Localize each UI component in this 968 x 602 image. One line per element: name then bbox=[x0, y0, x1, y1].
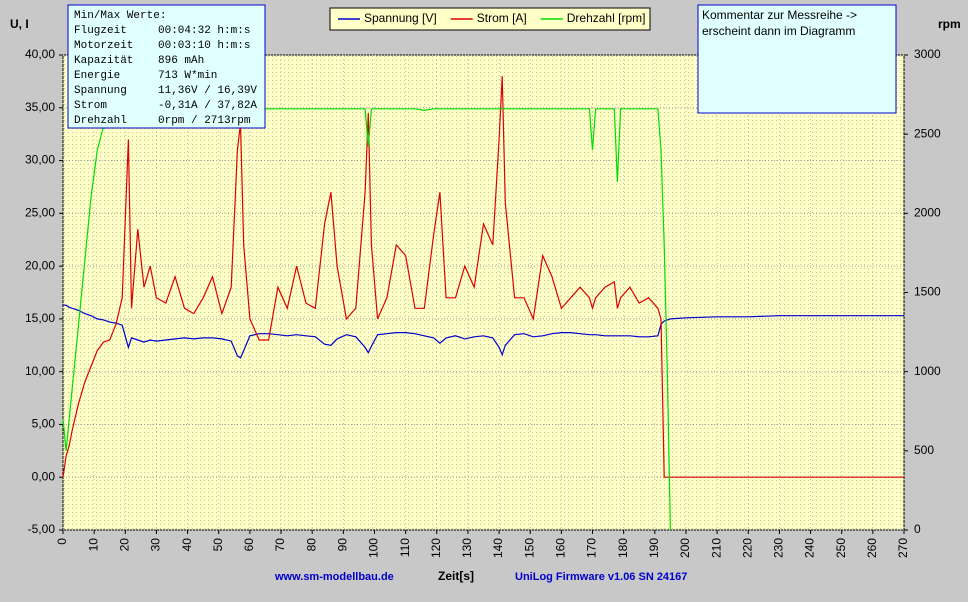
info-label: Flugzeit bbox=[74, 25, 127, 37]
x-tick-label: 180 bbox=[616, 538, 630, 558]
y-tick-label: 40,00 bbox=[25, 47, 55, 61]
legend-label: Spannung [V] bbox=[364, 11, 437, 25]
x-tick-label: 250 bbox=[834, 538, 848, 558]
y-tick-label: 25,00 bbox=[25, 206, 55, 220]
y-tick-label: -5,00 bbox=[28, 522, 56, 536]
x-tick-label: 20 bbox=[117, 538, 131, 552]
x-tick-label: 70 bbox=[273, 538, 287, 552]
comment-box bbox=[697, 4, 897, 114]
x-tick-label: 10 bbox=[86, 538, 100, 552]
y2-tick-label: 2500 bbox=[914, 126, 941, 140]
legend-items: Spannung [V] Strom [A] Drehzahl [rpm] bbox=[338, 11, 645, 25]
info-label: Energie bbox=[74, 70, 120, 82]
info-box bbox=[67, 4, 266, 129]
y2-tick-label: 500 bbox=[914, 443, 934, 457]
y2-tick-label: 1500 bbox=[914, 285, 941, 299]
comment-line: erscheint dann im Diagramm bbox=[702, 24, 855, 38]
y2-axis-label: rpm bbox=[938, 17, 961, 31]
grid bbox=[62, 54, 905, 531]
info-label: Kapazität bbox=[74, 55, 133, 67]
x-tick-label: 200 bbox=[678, 538, 692, 558]
info-value: 713 W*min bbox=[158, 70, 217, 82]
series-line bbox=[62, 76, 904, 478]
y2-tick-label: 0 bbox=[914, 522, 921, 536]
x-tick-label: 0 bbox=[55, 538, 69, 545]
x-tick-label: 80 bbox=[304, 538, 318, 552]
info-label: Spannung bbox=[74, 85, 127, 97]
plot-area bbox=[62, 54, 905, 531]
y2-tick-label: 2000 bbox=[914, 206, 941, 220]
info-label: Drehzahl bbox=[74, 115, 127, 127]
y2-tick-label: 1000 bbox=[914, 364, 941, 378]
y-tick-label: 10,00 bbox=[25, 364, 55, 378]
x-tick-label: 240 bbox=[803, 538, 817, 558]
info-value: 0rpm / 2713rpm bbox=[158, 115, 251, 127]
info-value: -0,31A / 37,82A bbox=[158, 100, 257, 112]
info-value: 00:04:32 h:m:s bbox=[158, 25, 250, 37]
x-tick-label: 160 bbox=[554, 538, 568, 558]
y-tick-label: 20,00 bbox=[25, 258, 55, 272]
x-tick-label: 50 bbox=[211, 538, 225, 552]
info-label: Motorzeit bbox=[74, 40, 133, 52]
x-axis-label: Zeit[s] bbox=[438, 569, 474, 583]
info-value: 11,36V / 16,39V bbox=[158, 85, 257, 97]
y-tick-label: 5,00 bbox=[32, 417, 56, 431]
footer-left: www.sm-modellbau.de bbox=[274, 571, 394, 583]
x-tick-label: 150 bbox=[522, 538, 536, 558]
x-tick-label: 30 bbox=[149, 538, 163, 552]
x-tick-label: 270 bbox=[896, 538, 910, 558]
x-tick-label: 40 bbox=[180, 538, 194, 552]
y-tick-label: 15,00 bbox=[25, 311, 55, 325]
footer-right: UniLog Firmware v1.06 SN 24167 bbox=[515, 571, 687, 583]
x-tick-label: 190 bbox=[647, 538, 661, 558]
y-axis-label: U, I bbox=[10, 17, 29, 31]
info-title: Min/Max Werte: bbox=[74, 10, 166, 22]
x-tick-label: 60 bbox=[242, 538, 256, 552]
comment-line: Kommentar zur Messreihe -> bbox=[702, 8, 857, 22]
x-tick-label: 170 bbox=[585, 538, 599, 558]
x-tick-label: 110 bbox=[398, 538, 412, 557]
y2-tick-label: 3000 bbox=[914, 47, 941, 61]
series-line bbox=[63, 304, 904, 359]
info-value: 00:03:10 h:m:s bbox=[158, 40, 250, 52]
x-tick-label: 220 bbox=[740, 538, 754, 558]
x-tick-label: 130 bbox=[460, 538, 474, 558]
x-tick-label: 140 bbox=[491, 538, 505, 558]
legend-label: Drehzahl [rpm] bbox=[567, 11, 646, 25]
x-tick-label: 230 bbox=[772, 538, 786, 558]
legend bbox=[329, 7, 651, 31]
x-tick-label: 90 bbox=[336, 538, 350, 552]
y-tick-label: 35,00 bbox=[25, 100, 55, 114]
x-tick-label: 260 bbox=[865, 538, 879, 558]
y-tick-label: 30,00 bbox=[25, 153, 55, 167]
x-tick-label: 120 bbox=[429, 538, 443, 558]
y-tick-label: 0,00 bbox=[32, 469, 56, 483]
info-value: 896 mAh bbox=[158, 55, 204, 67]
legend-label: Strom [A] bbox=[477, 11, 527, 25]
info-label: Strom bbox=[74, 100, 107, 112]
x-tick-label: 210 bbox=[709, 538, 723, 558]
x-tick-label: 100 bbox=[367, 538, 381, 558]
